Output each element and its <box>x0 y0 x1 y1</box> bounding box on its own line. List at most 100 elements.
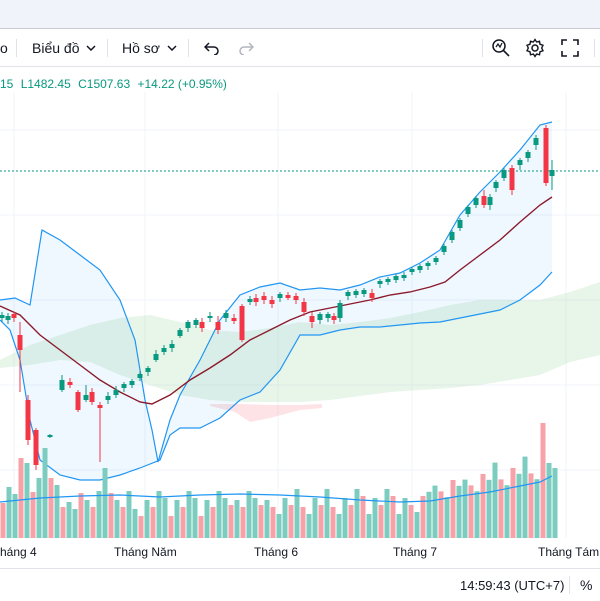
candle-body <box>377 281 383 284</box>
toolbar-divider <box>16 39 17 57</box>
volume-bar <box>156 491 162 538</box>
candle-body <box>59 380 65 390</box>
profile-label: Hồ sơ <box>122 40 160 56</box>
cut-off-menu-item[interactable]: o <box>0 38 8 58</box>
chevron-down-icon <box>86 45 97 51</box>
candle-body <box>193 320 199 325</box>
candle-body <box>169 344 175 348</box>
volume-bar <box>150 507 156 538</box>
volume-bar <box>258 505 264 538</box>
candle-body <box>361 290 367 294</box>
candle-body <box>223 313 229 318</box>
volume-bar <box>24 463 30 538</box>
candle-body <box>325 314 331 318</box>
volume-bar <box>510 468 516 538</box>
volume-bar <box>300 507 306 538</box>
toolbar-divider <box>107 39 108 57</box>
undo-icon <box>204 42 219 55</box>
price-chart[interactable]: háng 4 Tháng Năm Tháng 6 Tháng 7 Tháng T… <box>0 70 600 568</box>
volume-bar <box>288 505 294 538</box>
percent-scale-toggle[interactable]: % <box>580 577 593 593</box>
profile-menu[interactable]: Hồ sơ <box>122 38 177 58</box>
volume-bar <box>0 503 6 538</box>
zoom-button[interactable] <box>489 37 513 59</box>
volume-bar <box>552 468 558 538</box>
candle-body <box>137 374 143 378</box>
volume-bar <box>48 478 54 538</box>
candle-body <box>97 405 103 408</box>
chart-type-menu[interactable]: Biểu đồ <box>32 38 97 58</box>
candle-body <box>549 170 555 176</box>
candle-body <box>331 316 337 320</box>
zoom-icon <box>492 39 510 57</box>
volume-bar <box>336 514 342 538</box>
candle-body <box>509 168 515 190</box>
cloud-red-segment <box>210 404 322 422</box>
settings-button[interactable] <box>523 37 547 59</box>
candle-body <box>33 430 39 465</box>
volume-bar <box>240 507 246 538</box>
ohlc-change: +14.22 (+0.95%) <box>137 77 227 91</box>
volume-bar <box>162 498 168 538</box>
volume-bar <box>516 473 522 538</box>
undo-button[interactable] <box>200 37 224 59</box>
volume-bar <box>234 500 240 538</box>
x-axis-label: Tháng 7 <box>393 545 437 559</box>
volume-bar <box>312 498 318 538</box>
volume-bar <box>456 485 462 538</box>
candle-body <box>457 220 463 228</box>
fullscreen-button[interactable] <box>558 37 582 59</box>
volume-bar <box>204 500 210 538</box>
clock-time[interactable]: 14:59:43 (UTC+7) <box>460 578 565 593</box>
candle-body <box>215 322 221 330</box>
candle-body <box>465 207 471 214</box>
candle-body <box>177 330 183 336</box>
toolbar-divider <box>188 39 189 57</box>
volume-bar <box>132 509 138 538</box>
candle-body <box>239 306 245 340</box>
x-axis-label: Tháng 6 <box>254 545 298 559</box>
volume-bar <box>180 507 186 538</box>
candle-body <box>129 381 135 385</box>
candle-body <box>247 299 253 302</box>
gear-icon <box>526 38 544 58</box>
volume-bar <box>108 493 114 538</box>
volume-bar <box>102 468 108 538</box>
volume-bar <box>486 479 492 538</box>
volume-bar <box>138 516 144 538</box>
x-axis: háng 4 Tháng Năm Tháng 6 Tháng 7 Tháng T… <box>0 545 599 559</box>
candle-body <box>47 435 53 437</box>
volume-bar <box>438 491 444 538</box>
candle-body <box>277 294 283 298</box>
chart-gridlines <box>0 92 600 538</box>
candle-body <box>75 392 81 410</box>
candle-body <box>285 295 291 298</box>
candle-body <box>25 400 31 440</box>
candle-body <box>5 316 11 320</box>
candle-body <box>121 384 127 388</box>
candle-body <box>309 316 315 322</box>
volume-bar <box>126 491 132 538</box>
candle-body <box>441 246 447 252</box>
x-axis-label: Tháng Năm <box>114 545 177 559</box>
candle-body <box>337 303 343 318</box>
volume-bar <box>498 479 504 538</box>
volume-bar <box>396 514 402 538</box>
candle-body <box>113 390 119 395</box>
volume-bar <box>504 485 510 538</box>
volume-bar <box>384 489 390 538</box>
candle-body <box>185 322 191 328</box>
volume-bar <box>18 458 24 538</box>
volume-bar <box>522 456 528 538</box>
redo-button[interactable] <box>234 37 258 59</box>
volume-bar <box>210 507 216 538</box>
volume-bar <box>168 516 174 538</box>
candle-body <box>487 197 493 205</box>
candle-body <box>525 152 531 158</box>
volume-bar <box>342 498 348 538</box>
candle-body <box>533 138 539 145</box>
volume-bar <box>444 497 450 538</box>
candle-body <box>543 128 549 183</box>
candle-body <box>345 292 351 296</box>
bollinger-lower <box>0 271 553 481</box>
